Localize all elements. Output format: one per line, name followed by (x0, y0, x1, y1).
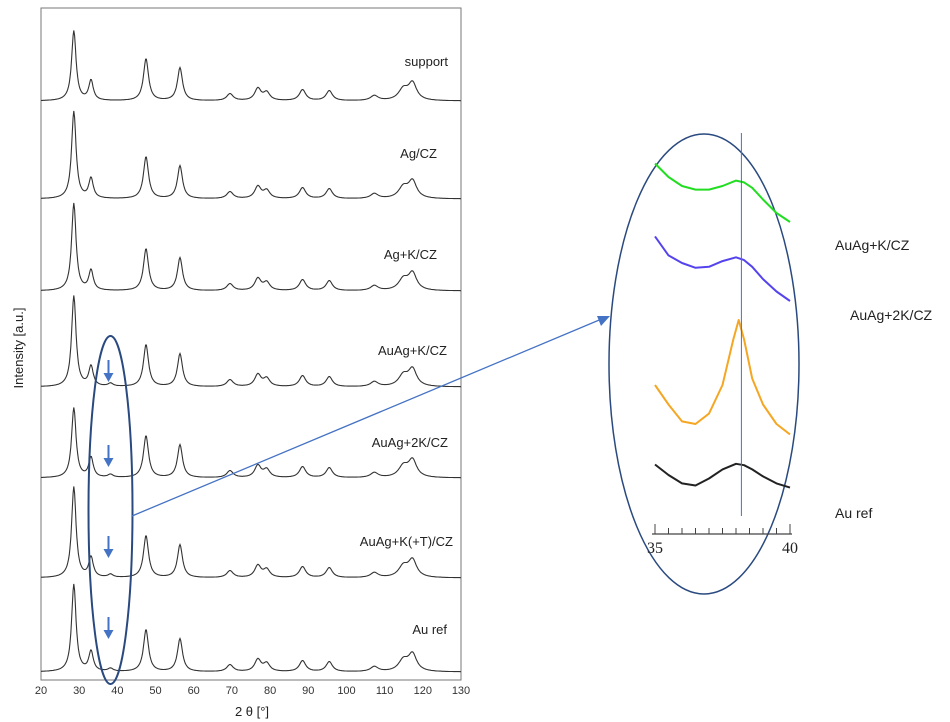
zoom-connector-line (131, 317, 605, 517)
trace-label: AuAg+K/CZ (378, 343, 447, 358)
trace-label: support (405, 54, 449, 69)
peak-arrowhead (103, 373, 114, 382)
peak-arrowhead (103, 458, 114, 467)
peak-arrowhead (103, 549, 114, 558)
xrd-trace-4 (41, 407, 461, 479)
x-tick-label: 100 (337, 685, 355, 697)
inset-trace-green (654, 162, 791, 223)
x-tick-label: 110 (376, 685, 394, 697)
plot-frame (40, 7, 462, 681)
x-tick-label: 40 (111, 685, 123, 697)
x-tick-label: 70 (226, 685, 238, 697)
trace-label-layer: support Ag/CZ Ag+K/CZ AuAg+K/CZ AuAg+2K/CZ Au… (360, 54, 453, 637)
x-tick-label: 120 (414, 685, 432, 697)
trace-label: Au ref (412, 622, 447, 637)
inset-trace-black (654, 462, 791, 489)
inset-tick-label: 40 (782, 540, 798, 557)
peak-arrowhead (103, 630, 114, 639)
x-tick-label: 60 (188, 685, 200, 697)
y-axis-label: Intensity [a.u.] (11, 308, 26, 389)
x-tick-label: 50 (149, 685, 161, 697)
trace-label: Ag/CZ (400, 146, 437, 161)
inset-trace-blue (654, 235, 791, 302)
trace-label: AuAg+2K/CZ (372, 435, 448, 450)
inset-trace-layer (654, 162, 791, 489)
highlight-ellipse (87, 335, 134, 685)
xrd-trace-3 (40, 295, 461, 388)
trace-label: AuAg+K(+T)/CZ (360, 534, 453, 549)
x-axis-label: 2 θ [°] (235, 704, 269, 719)
x-tick-label: 30 (73, 685, 85, 697)
trace-layer (40, 30, 461, 673)
x-tick-label: 80 (264, 685, 276, 697)
x-tick-label: 20 (35, 685, 47, 697)
inset-series-label: Au ref (835, 505, 872, 521)
inset-series-label: AuAg+K/CZ (835, 237, 910, 253)
xrd-trace-0 (41, 30, 461, 102)
x-tick-layer: 20 30 40 50 60 70 80 90 100 110 120 130 (35, 685, 470, 697)
xrd-trace-6 (41, 583, 461, 673)
xrd-trace-5 (40, 486, 461, 579)
trace-label: Ag+K/CZ (384, 247, 437, 262)
xrd-trace-1 (41, 110, 461, 200)
inset-trace-orange (654, 319, 791, 436)
zoom-inset: 35 40 (608, 133, 800, 595)
xrd-trace-2 (41, 202, 461, 292)
x-tick-label: 130 (452, 685, 470, 697)
inset-label-layer: AuAg+K/CZ AuAg+2K/CZ Au ref (835, 237, 933, 521)
zoom-ellipse (608, 133, 800, 595)
inset-tick-layer: 35 40 (647, 524, 798, 557)
inset-tick-label: 35 (647, 540, 663, 557)
inset-series-label: AuAg+2K/CZ (850, 307, 933, 323)
zoom-connector-arrowhead (597, 316, 610, 326)
x-tick-label: 90 (302, 685, 314, 697)
peak-arrow-layer (103, 360, 114, 639)
xrd-panel: support Ag/CZ Ag+K/CZ AuAg+K/CZ AuAg+2K/CZ Au… (11, 7, 470, 719)
